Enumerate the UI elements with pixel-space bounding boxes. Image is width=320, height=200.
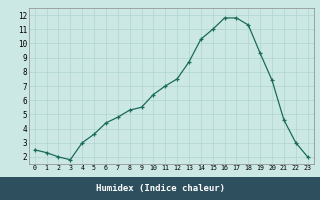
Text: Humidex (Indice chaleur): Humidex (Indice chaleur): [95, 184, 225, 193]
